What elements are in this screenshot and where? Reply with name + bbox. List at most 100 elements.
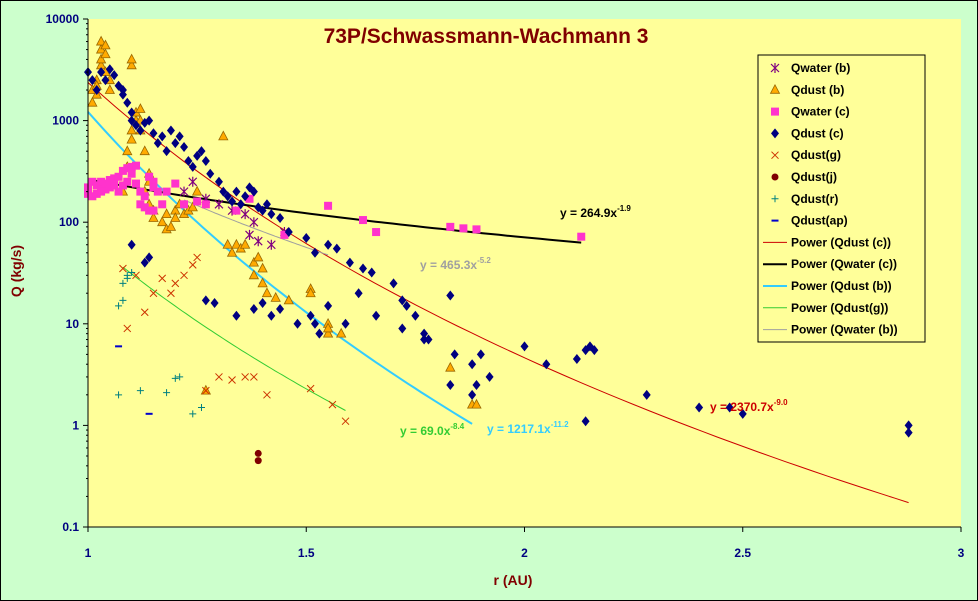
y-tick-label: 1: [72, 418, 79, 432]
data-point-3-56: [420, 328, 429, 339]
data-point-3-96: [446, 379, 455, 390]
data-point-2-38: [171, 179, 180, 188]
data-point-3-34: [228, 196, 237, 207]
data-point-1-31: [148, 212, 159, 222]
data-point-3-62: [485, 371, 494, 382]
legend-item-11: Power (Qdust(g)): [763, 301, 888, 315]
legend-label-9: Power (Qwater (c)): [791, 257, 897, 271]
data-point-2-35: [153, 187, 162, 196]
data-point-3-27: [193, 150, 202, 161]
data-point-6-5: [123, 271, 131, 279]
data-point-3-68: [590, 345, 599, 356]
data-point-2-36: [158, 200, 167, 209]
trend-equation-3: y = 69.0x-8.4: [400, 422, 465, 438]
data-point-3-6: [110, 70, 119, 81]
data-point-1-54: [257, 262, 268, 273]
legend-item-2: Qwater (c): [771, 105, 850, 119]
data-point-2-40: [193, 197, 202, 206]
data-point-6-7: [136, 387, 144, 395]
y-tick-label: 1000: [52, 114, 79, 128]
legend-item-12: Power (Qwater (b)): [763, 323, 898, 337]
data-point-2-32: [149, 177, 158, 186]
data-point-4-3: [140, 308, 149, 317]
ticks-group: 0.1 1 10 100 1000 10000 1 1.5 2 2.5 3: [46, 12, 965, 560]
legend-marker-2: [771, 107, 779, 116]
data-point-4-10: [193, 253, 201, 262]
data-point-2-45: [324, 201, 333, 210]
data-point-4-5: [158, 274, 167, 283]
data-point-3-39: [249, 186, 258, 197]
data-point-2-27: [136, 200, 145, 209]
legend-label-6: Qdust(r): [791, 192, 838, 206]
data-point-3-44: [276, 212, 285, 223]
data-point-3-77: [145, 252, 154, 263]
legend-label-10: Power (Qdust (b)): [791, 279, 892, 293]
data-point-3-89: [324, 300, 333, 311]
data-point-2-22: [127, 169, 136, 178]
data-point-3-57: [424, 334, 433, 345]
data-point-4-15: [250, 373, 258, 381]
data-point-1-33: [157, 216, 168, 227]
data-point-4-13: [228, 376, 236, 384]
x-tick-label: 1: [85, 546, 92, 560]
data-point-2-29: [140, 203, 149, 212]
data-point-3-90: [341, 318, 350, 329]
data-point-4-17: [306, 384, 315, 393]
data-point-3-32: [219, 186, 228, 197]
data-point-2-15: [110, 174, 119, 183]
data-point-3-49: [332, 243, 341, 254]
data-point-3-70: [695, 402, 704, 413]
data-point-3-54: [398, 295, 407, 306]
data-point-3-12: [127, 115, 136, 126]
legend-item-7: Qdust(ap): [771, 214, 848, 228]
data-point-3-45: [284, 227, 293, 238]
data-point-1-35: [161, 208, 172, 219]
data-point-3-73: [904, 420, 913, 431]
legend-marker-1: [769, 83, 781, 94]
x-tick-label: 1.5: [298, 546, 315, 560]
data-point-3-84: [276, 303, 285, 314]
data-point-1-16: [122, 145, 133, 156]
data-point-3-75: [127, 239, 136, 250]
data-point-3-79: [210, 298, 219, 309]
data-point-3-95: [420, 334, 429, 345]
data-point-6-10: [176, 373, 184, 381]
data-point-4-2: [132, 271, 140, 280]
data-point-1-61: [322, 327, 334, 338]
legend: Qwater (b) Qdust (b) Qwater (c) Qdust (c) Qd…: [757, 54, 926, 343]
x-axis-label: r (AU): [494, 572, 533, 588]
data-point-2-34: [149, 206, 158, 215]
legend-label-8: Power (Qdust (c)): [791, 235, 891, 249]
data-point-4-16: [263, 390, 271, 399]
legend-label-3: Qdust (c): [791, 126, 844, 140]
data-point-1-18: [126, 124, 137, 135]
data-point-3-37: [241, 191, 250, 202]
data-point-1-57: [270, 292, 281, 302]
data-point-4-1: [123, 324, 132, 333]
data-point-4-11: [202, 386, 210, 395]
data-point-2-28: [140, 192, 149, 201]
data-point-3-48: [324, 239, 333, 250]
data-point-6-12: [197, 404, 205, 412]
data-point-1-56: [261, 287, 273, 298]
data-point-4-0: [119, 264, 127, 273]
data-point-2-43: [245, 194, 254, 203]
data-point-2-50: [472, 225, 481, 234]
y-tick-label: 10: [66, 317, 80, 331]
data-point-1-55: [257, 277, 268, 288]
data-point-3-50: [345, 257, 354, 268]
data-point-1-48: [231, 238, 242, 249]
legend-item-5: Qdust(j): [771, 170, 837, 184]
data-point-1-63: [322, 322, 334, 333]
data-point-3-58: [446, 290, 455, 301]
data-point-5-0: [254, 449, 262, 457]
data-point-3-35: [232, 186, 241, 197]
data-point-6-8: [163, 389, 171, 397]
data-point-6-2: [119, 296, 127, 304]
data-point-3-2: [92, 85, 101, 96]
data-point-3-55: [411, 310, 420, 321]
data-point-6-1: [115, 302, 123, 310]
data-point-3-1: [88, 75, 97, 86]
legend-label-4: Qdust(g): [791, 148, 841, 162]
